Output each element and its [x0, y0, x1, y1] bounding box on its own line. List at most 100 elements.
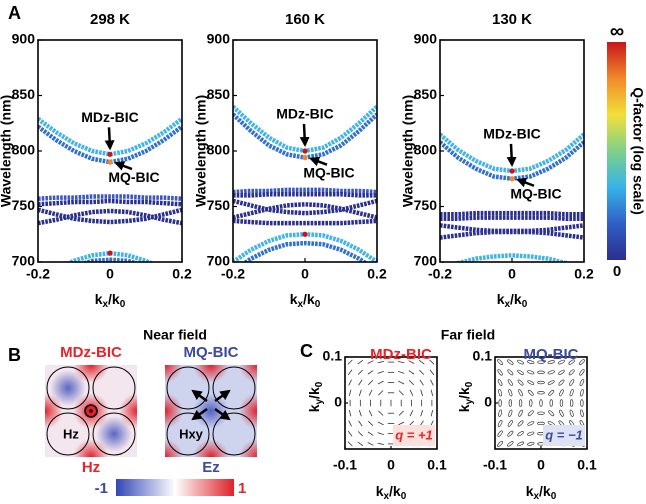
- panel-letter: A: [8, 3, 21, 23]
- annotation: MDz-BIC: [483, 126, 541, 142]
- axis-label: kx/k0: [376, 483, 407, 502]
- bic-point: [107, 160, 112, 165]
- charge-label: q = −1: [545, 427, 583, 442]
- label-part: 0: [314, 381, 325, 387]
- label-part: /k: [539, 483, 551, 499]
- x-tick-label: 0: [301, 266, 309, 282]
- band: [38, 201, 182, 204]
- field-map: [147, 347, 275, 475]
- x-tick-label: -0.1: [333, 457, 357, 473]
- y-tick-label: 800: [207, 142, 231, 158]
- far-field-title: Far field: [441, 327, 495, 343]
- y-tick-label: 750: [414, 197, 438, 213]
- y-tick-label: 850: [12, 86, 36, 102]
- field-spot: [193, 393, 229, 429]
- near-field-title: Near field: [143, 327, 207, 343]
- bic-point: [509, 176, 514, 181]
- dipole-dot: [89, 409, 93, 413]
- field-spot: [147, 347, 183, 383]
- annotation: MDz-BIC: [81, 109, 139, 125]
- x-tick-label: 0.2: [367, 266, 387, 282]
- annotation: MQ-BIC: [108, 169, 159, 185]
- x-tick-label: 0: [106, 266, 114, 282]
- label-part: 0: [315, 299, 321, 310]
- chart-title: 130 K: [492, 11, 532, 28]
- x-tick-label: 0.2: [172, 266, 192, 282]
- label-part: 0: [464, 381, 475, 387]
- annotation-arrow: [304, 124, 305, 145]
- axis-label: ky/k0: [306, 381, 325, 412]
- y-tick-label: 900: [207, 31, 231, 47]
- annotation-arrow: [109, 127, 110, 148]
- field-label: Ez: [202, 459, 220, 476]
- map-title: MDz-BIC: [60, 344, 122, 361]
- band: [440, 213, 584, 214]
- y-tick-label: 800: [414, 142, 438, 158]
- band: [233, 194, 377, 195]
- y-tick-label: 0.1: [323, 348, 343, 364]
- x-tick-label: 0.2: [574, 266, 594, 282]
- inner-label: Hxy: [179, 426, 204, 441]
- annotation: MDz-BIC: [276, 106, 334, 122]
- field-spot: [239, 347, 275, 383]
- bic-point: [302, 155, 307, 160]
- band: [233, 190, 377, 192]
- field-spot: [239, 393, 275, 429]
- inner-label: Hz: [63, 426, 79, 441]
- band: [440, 218, 584, 219]
- y-tick-label: 850: [207, 86, 231, 102]
- label-part: k: [290, 291, 298, 307]
- x-tick-label: 0: [537, 457, 545, 473]
- axis-label: kx/k0: [526, 483, 557, 502]
- band: [233, 221, 377, 223]
- label-part: /k: [389, 483, 401, 499]
- chart-title: MDz-BIC: [370, 346, 432, 363]
- label-part: k: [376, 483, 384, 499]
- band: [38, 211, 182, 223]
- label-part: 0: [522, 299, 528, 310]
- x-tick-label: 0: [387, 457, 395, 473]
- band: [440, 232, 584, 238]
- annotation: MQ-BIC: [510, 185, 561, 201]
- x-tick-label: 0: [508, 266, 516, 282]
- chart-title: 298 K: [90, 11, 130, 28]
- colorbar-min: -1: [95, 480, 108, 497]
- x-tick-label: -0.1: [483, 457, 507, 473]
- label-part: k: [456, 404, 472, 412]
- band: [38, 197, 182, 199]
- label-part: /k: [510, 291, 522, 307]
- label-part: 0: [551, 491, 557, 502]
- colorbar-min: 0: [613, 263, 621, 280]
- label-part: k: [497, 291, 505, 307]
- bic-point: [302, 232, 307, 237]
- axis-label: kx/k0: [497, 291, 528, 310]
- bic-point: [107, 251, 112, 256]
- panel-letter: C: [300, 341, 313, 361]
- map-title: MQ-BIC: [184, 344, 239, 361]
- field-spot: [239, 439, 275, 475]
- x-tick-label: 0.1: [427, 457, 447, 473]
- label-part: /k: [306, 387, 322, 399]
- field-label: Hz: [82, 459, 100, 476]
- y-tick-label: 0: [484, 394, 492, 410]
- field-spot: [147, 393, 183, 429]
- field-colorbar: [116, 479, 234, 496]
- x-tick-label: -0.2: [428, 266, 452, 282]
- bic-point: [107, 152, 112, 157]
- y-tick-label: 0: [334, 394, 342, 410]
- label-part: k: [95, 291, 103, 307]
- colorbar-max: ∞: [610, 20, 624, 42]
- colorbar: [607, 42, 626, 260]
- bic-point: [509, 168, 514, 173]
- chart-title: 160 K: [285, 11, 325, 28]
- label-part: /k: [108, 291, 120, 307]
- annotation: MQ-BIC: [303, 164, 354, 180]
- y-tick-label: 750: [207, 197, 231, 213]
- y-tick-label: 750: [12, 197, 36, 213]
- y-tick-label: 900: [414, 31, 438, 47]
- y-tick-label: 800: [12, 142, 36, 158]
- label-part: 0: [120, 299, 126, 310]
- y-tick-label: 850: [414, 86, 438, 102]
- field-spot: [147, 439, 183, 475]
- bic-point: [302, 148, 307, 153]
